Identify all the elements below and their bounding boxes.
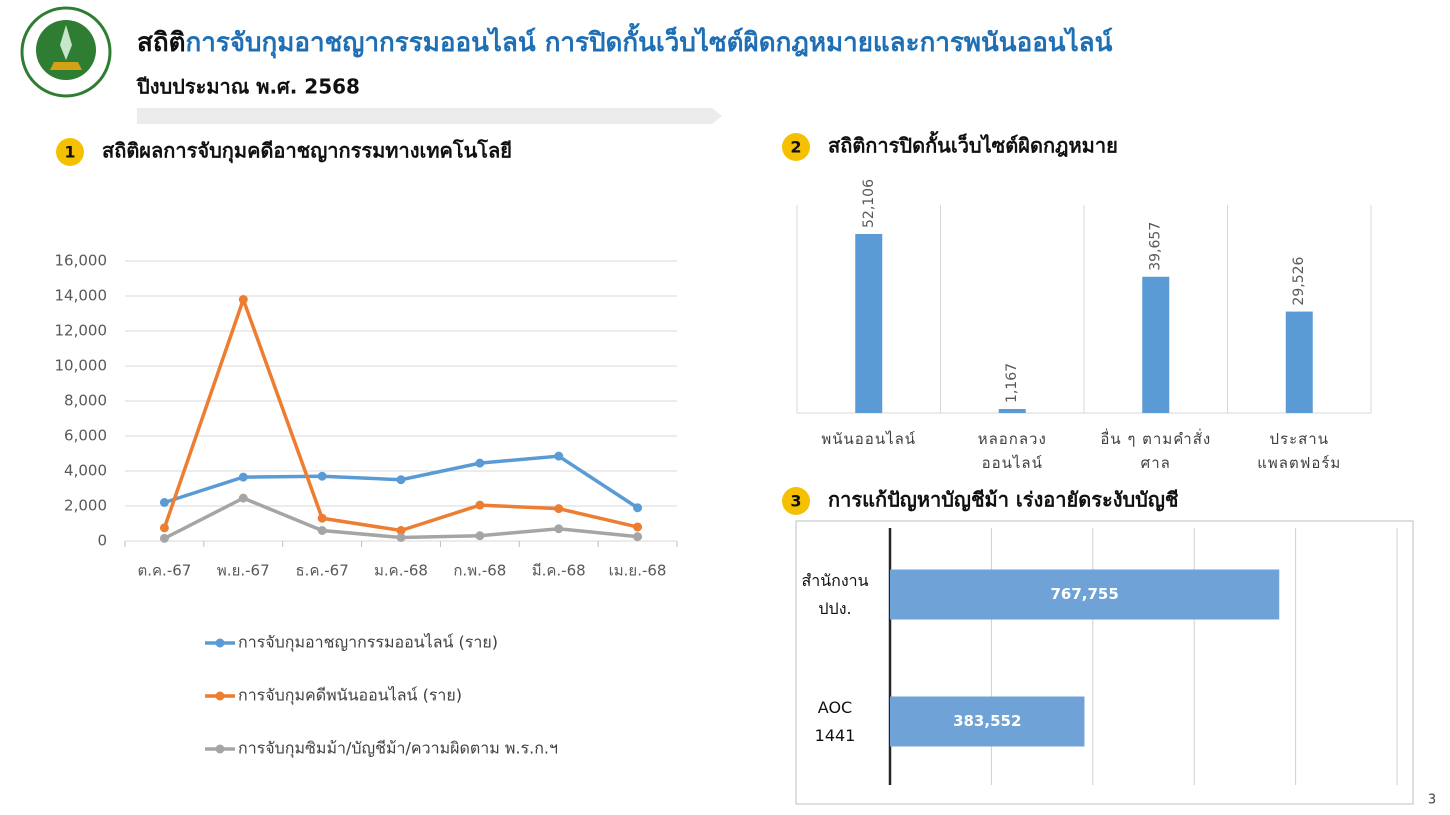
data-point [238, 295, 248, 304]
value-label: 39,657 [1148, 222, 1164, 271]
section-badge [56, 138, 84, 166]
y-tick-label: 8,000 [64, 392, 107, 410]
title: สถิติการจับกุมอาชญากรรมออนไลน์ การปิดกั้… [137, 22, 1113, 59]
x-tick-label: ต.ค.-67 [138, 562, 192, 580]
x-tick-label: ม.ค.-68 [374, 562, 428, 580]
bar [1285, 311, 1313, 413]
y-tick-label: 16,000 [55, 252, 108, 270]
data-point [238, 472, 248, 482]
legend-marker [215, 638, 225, 648]
y-tick-label: 4,000 [64, 462, 107, 480]
data-point [317, 526, 327, 535]
legend-marker [215, 744, 225, 754]
legend-label: การจับกุมซิมม้า/บัญชีม้า/ความผิดตาม พ.ร.… [238, 739, 558, 759]
data-point [238, 493, 248, 503]
section-title: สถิติผลการจับกุมคดีอาชญากรรมทางเทคโนโลยี [102, 139, 512, 164]
data-point [317, 513, 327, 523]
x-tick-label: ก.พ.-68 [453, 562, 506, 580]
x-tick-label: มี.ค.-68 [532, 562, 586, 580]
value-label: 1,167 [1004, 363, 1020, 403]
section-number: 3 [790, 492, 801, 511]
y-tick-label: 2,000 [64, 497, 107, 515]
y-tick-label: 10,000 [55, 357, 108, 375]
category-label: สำนักงาน ปปง. [801, 570, 869, 618]
page-number: 3 [1428, 793, 1436, 808]
data-point [159, 498, 169, 507]
data-point [396, 533, 406, 542]
section-badge [782, 487, 810, 515]
data-point [317, 471, 327, 481]
bar [1142, 276, 1170, 413]
subtitle: ปีงบประมาณ พ.ศ. 2568 [136, 75, 360, 99]
category-label: AOC 1441 [814, 697, 856, 745]
y-tick-label: 14,000 [55, 287, 108, 305]
data-point [554, 524, 564, 534]
data-point [475, 458, 485, 468]
data-point [159, 533, 169, 543]
value-label: 29,526 [1291, 256, 1307, 305]
x-tick-label: หลอกลวง ออนไลน์ [977, 430, 1047, 472]
data-point [554, 504, 564, 514]
title-highlight: การจับกุมอาชญากรรมออนไลน์ การปิดกั้นเว็บ… [186, 22, 1113, 59]
data-point [159, 523, 169, 533]
series-line [162, 294, 638, 533]
x-tick-label: ธ.ค.-67 [296, 562, 349, 580]
legend-label: การจับกุมคดีพนันออนไลน์ (ราย) [238, 686, 462, 706]
value-label: 767,755 [1050, 585, 1118, 603]
section-number: 1 [64, 143, 75, 162]
data-point [633, 522, 643, 532]
section-badge [782, 133, 810, 161]
header-bar [137, 108, 722, 124]
x-tick-label: พนันออนไลน์ [821, 430, 917, 448]
data-point [396, 475, 406, 485]
section-title: การแก้ปัญหาบัญชีม้า เร่งอายัดระงับบัญชี [828, 488, 1179, 512]
bar [855, 234, 883, 413]
y-tick-label: 12,000 [55, 322, 108, 340]
data-point [633, 532, 643, 542]
chart-frame [795, 520, 1414, 805]
x-tick-label: อื่น ๆ ตามคำสั่ง ศาล [1100, 430, 1212, 472]
x-tick-label: เม.ย.-68 [609, 562, 667, 580]
value-label: 52,106 [861, 179, 877, 228]
bar [998, 408, 1026, 413]
y-tick-label: 6,000 [64, 427, 107, 445]
value-label: 383,552 [953, 712, 1021, 730]
bar [890, 569, 1280, 620]
section-number: 2 [790, 138, 801, 157]
data-point [633, 503, 643, 513]
section-title: สถิติการปิดกั้นเว็บไซต์ผิดกฎหมาย [828, 131, 1118, 158]
bar [890, 696, 1085, 747]
data-point [475, 531, 485, 541]
x-tick-label: พ.ย.-67 [217, 562, 270, 580]
logo [20, 6, 112, 98]
data-point [554, 451, 564, 461]
data-point [475, 500, 485, 510]
legend-marker [215, 691, 225, 701]
title-prefix: สถิติ [137, 28, 186, 58]
y-tick-label: 0 [97, 532, 107, 550]
data-point [396, 526, 406, 535]
legend-label: การจับกุมอาชญากรรมออนไลน์ (ราย) [238, 633, 498, 653]
x-tick-label: ประสาน แพลตฟอร์ม [1257, 430, 1342, 472]
